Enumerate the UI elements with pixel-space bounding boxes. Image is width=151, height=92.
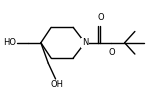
Text: O: O [108, 48, 115, 57]
Text: N: N [82, 38, 88, 47]
Text: OH: OH [51, 80, 64, 89]
Text: O: O [98, 13, 104, 22]
Text: HO: HO [3, 38, 16, 47]
